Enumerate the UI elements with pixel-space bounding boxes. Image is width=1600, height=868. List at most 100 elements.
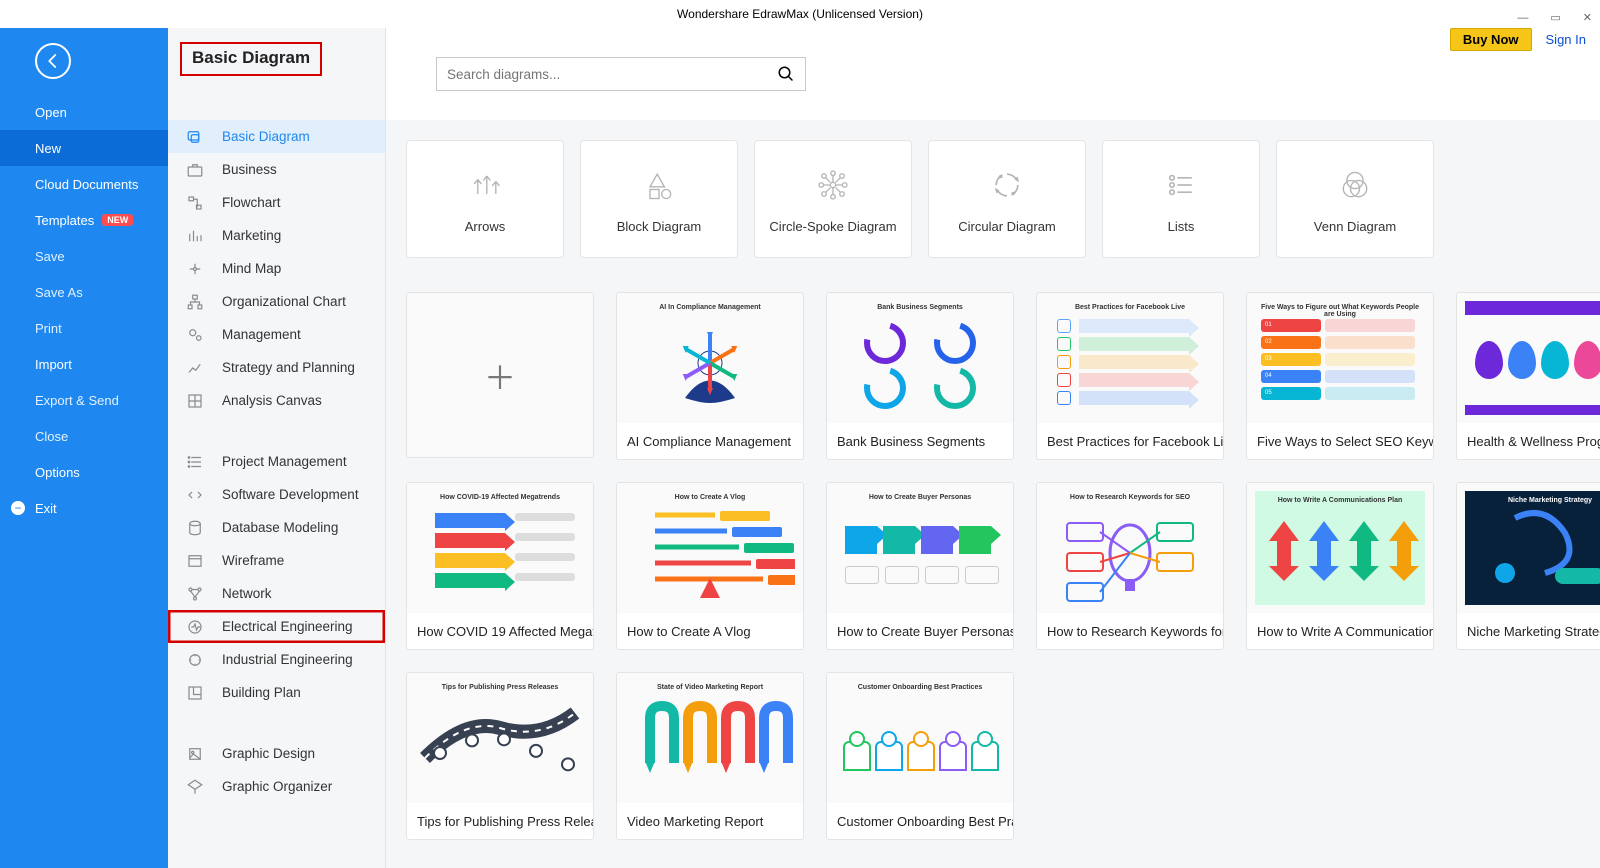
search-icon[interactable] <box>777 65 795 83</box>
subtype-label: Venn Diagram <box>1314 219 1396 234</box>
template-thumbnail: Health & Wellness Progress Report <box>1457 293 1600 423</box>
template-thumbnail: Best Practices for Facebook Live <box>1037 293 1223 423</box>
template-caption: Bank Business Segments <box>827 423 1013 459</box>
category-mind-map[interactable]: Mind Map <box>168 252 385 285</box>
category-label: Industrial Engineering <box>222 652 353 667</box>
subtype-label: Block Diagram <box>617 219 702 234</box>
file-menu-export-send[interactable]: Export & Send <box>0 382 168 418</box>
category-flowchart[interactable]: Flowchart <box>168 186 385 219</box>
file-menu-label: Open <box>35 105 67 120</box>
category-database-modeling[interactable]: Database Modeling <box>168 511 385 544</box>
subtype-block-diagram[interactable]: Block Diagram <box>580 140 738 258</box>
file-menu-print[interactable]: Print <box>0 310 168 346</box>
template-how-to-write-a-communication[interactable]: How to Write A Communications PlanHow to… <box>1246 482 1434 650</box>
category-graphic-organizer[interactable]: Graphic Organizer <box>168 770 385 803</box>
template-thumbnail: How to Create A Vlog <box>617 483 803 613</box>
category-software-development[interactable]: Software Development <box>168 478 385 511</box>
category-management[interactable]: Management <box>168 318 385 351</box>
subtype-lists[interactable]: Lists <box>1102 140 1260 258</box>
template-how-to-research-keywords-for-s[interactable]: How to Research Keywords for SEOHow to R… <box>1036 482 1224 650</box>
category-analysis-canvas[interactable]: Analysis Canvas <box>168 384 385 417</box>
ee-icon <box>186 618 204 636</box>
category-building-plan[interactable]: Building Plan <box>168 676 385 709</box>
category-header: Basic Diagram <box>192 48 310 67</box>
template-caption: AI Compliance Management <box>617 423 803 459</box>
template-blank[interactable]: ＋ <box>406 292 594 458</box>
title-bar: Wondershare EdrawMax (Unlicensed Version… <box>0 0 1600 28</box>
category-wireframe[interactable]: Wireframe <box>168 544 385 577</box>
file-menu-label: Exit <box>35 501 57 516</box>
template-tips-for-publishing-press-releases[interactable]: Tips for Publishing Press ReleasesTips f… <box>406 672 594 840</box>
category-network[interactable]: Network <box>168 577 385 610</box>
template-caption: How to Write A Communication... <box>1247 613 1433 649</box>
category-basic-diagram[interactable]: Basic Diagram <box>168 120 385 153</box>
category-label: Marketing <box>222 228 281 243</box>
subtype-arrows[interactable]: Arrows <box>406 140 564 258</box>
template-how-covid-affected-megatr[interactable]: How COVID-19 Affected MegatrendsHow COVI… <box>406 482 594 650</box>
category-label: Software Development <box>222 487 359 502</box>
org-icon <box>186 293 204 311</box>
template-niche-marketing-strategy-tips[interactable]: Niche Marketing StrategyNiche Marketing … <box>1456 482 1600 650</box>
file-menu-options[interactable]: Options <box>0 454 168 490</box>
buy-now-button[interactable]: Buy Now <box>1450 28 1532 51</box>
file-menu-new[interactable]: New <box>0 130 168 166</box>
sign-in-link[interactable]: Sign In <box>1546 32 1586 47</box>
category-label: Building Plan <box>222 685 301 700</box>
template-video-marketing-report[interactable]: State of Video Marketing ReportVideo Mar… <box>616 672 804 840</box>
file-menu-label: Save <box>35 249 65 264</box>
template-caption: Customer Onboarding Best Prac... <box>827 803 1013 839</box>
template-how-to-create-buyer-personas[interactable]: How to Create Buyer PersonasHow to Creat… <box>826 482 1014 650</box>
template-health-wellness-progress-rep[interactable]: Health & Wellness Progress ReportHealth … <box>1456 292 1600 460</box>
file-menu-close[interactable]: Close <box>0 418 168 454</box>
go-icon <box>186 778 204 796</box>
search-input[interactable] <box>447 67 777 82</box>
template-customer-onboarding-best-prac[interactable]: Customer Onboarding Best PracticesCustom… <box>826 672 1014 840</box>
plus-icon: ＋ <box>484 353 516 399</box>
file-menu-open[interactable]: Open <box>0 94 168 130</box>
briefcase-icon <box>186 161 204 179</box>
category-label: Management <box>222 327 301 342</box>
category-label: Strategy and Planning <box>222 360 355 375</box>
top-actions: Buy Now Sign In <box>1450 28 1586 51</box>
subtype-venn-diagram[interactable]: Venn Diagram <box>1276 140 1434 258</box>
template-caption: Health & Wellness Progress Rep... <box>1457 423 1600 459</box>
subtype-icon <box>465 165 505 205</box>
category-label: Basic Diagram <box>222 129 310 144</box>
template-bank-business-segments[interactable]: Bank Business SegmentsBank Business Segm… <box>826 292 1014 460</box>
category-label: Analysis Canvas <box>222 393 322 408</box>
back-button[interactable] <box>35 43 71 79</box>
template-thumbnail: ＋ <box>407 293 593 458</box>
template-five-ways-to-select-seo-keywords[interactable]: Five Ways to Figure out What Keywords Pe… <box>1246 292 1434 460</box>
file-menu-save-as[interactable]: Save As <box>0 274 168 310</box>
category-organizational-chart[interactable]: Organizational Chart <box>168 285 385 318</box>
ind-icon <box>186 651 204 669</box>
file-menu-templates[interactable]: TemplatesNEW <box>0 202 168 238</box>
subtype-circle-spoke-diagram[interactable]: Circle-Spoke Diagram <box>754 140 912 258</box>
exit-icon: − <box>11 501 25 515</box>
category-project-management[interactable]: Project Management <box>168 445 385 478</box>
category-graphic-design[interactable]: Graphic Design <box>168 737 385 770</box>
template-caption: How to Create Buyer Personas <box>827 613 1013 649</box>
template-how-to-create-a-vlog[interactable]: How to Create A VlogHow to Create A Vlog <box>616 482 804 650</box>
subtype-icon <box>639 165 679 205</box>
category-business[interactable]: Business <box>168 153 385 186</box>
file-menu-exit[interactable]: −Exit <box>0 490 168 526</box>
template-caption: Niche Marketing Strategy Tips <box>1457 613 1600 649</box>
chart-icon <box>186 359 204 377</box>
file-menu-cloud-documents[interactable]: Cloud Documents <box>0 166 168 202</box>
category-strategy-and-planning[interactable]: Strategy and Planning <box>168 351 385 384</box>
category-panel: Basic Diagram Basic Diagram BusinessFlowc… <box>168 28 386 868</box>
category-industrial-engineering[interactable]: Industrial Engineering <box>168 643 385 676</box>
list-icon <box>186 453 204 471</box>
file-menu-label: Cloud Documents <box>35 177 138 192</box>
file-menu-save[interactable]: Save <box>0 238 168 274</box>
template-best-practices-for-facebook-live[interactable]: Best Practices for Facebook LiveBest Pra… <box>1036 292 1224 460</box>
subtype-icon <box>987 165 1027 205</box>
template-ai-compliance-management[interactable]: AI In Compliance ManagementAI Compliance… <box>616 292 804 460</box>
category-marketing[interactable]: Marketing <box>168 219 385 252</box>
file-menu-import[interactable]: Import <box>0 346 168 382</box>
subtype-circular-diagram[interactable]: Circular Diagram <box>928 140 1086 258</box>
main-panel: ArrowsBlock DiagramCircle-Spoke DiagramC… <box>386 28 1600 868</box>
template-scroll[interactable]: ArrowsBlock DiagramCircle-Spoke DiagramC… <box>386 120 1600 868</box>
category-electrical-engineering[interactable]: Electrical Engineering <box>168 610 385 643</box>
